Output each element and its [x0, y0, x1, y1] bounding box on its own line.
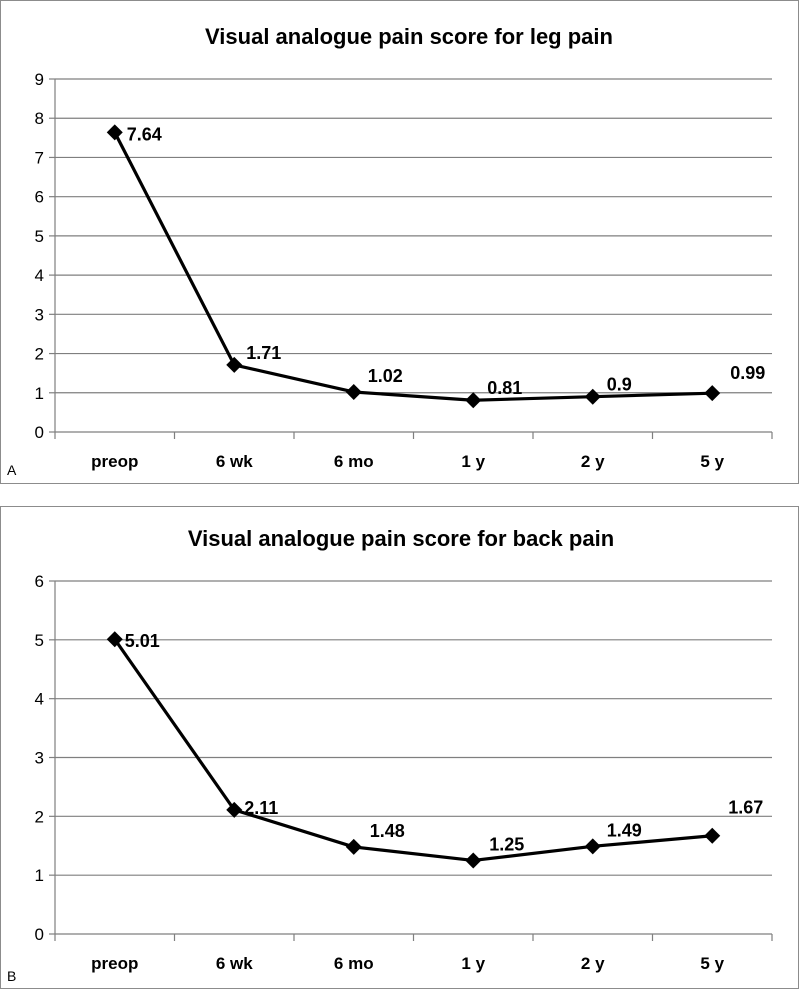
chart-a-series-line: [113, 131, 713, 402]
chart-b-data-point: [226, 801, 243, 818]
chart-panel-a: Visual analogue pain score for leg pain …: [0, 0, 799, 484]
chart-b-x-category-label: 5 y: [700, 954, 724, 973]
chart-b-y-ticks: 0 1 2 3 4 5 6: [35, 572, 44, 944]
chart-a-x-category-label: 5 y: [700, 452, 724, 471]
chart-b-x-category-label: preop: [91, 954, 138, 973]
chart-b-x-category-label: 2 y: [581, 954, 605, 973]
chart-a-title: Visual analogue pain score for leg pain: [205, 24, 613, 49]
chart-a-y-tick-label: 0: [35, 423, 44, 442]
chart-a-data-label: 7.64: [127, 124, 162, 144]
chart-a-data-point: [345, 383, 362, 400]
chart-a-axes: [49, 78, 773, 439]
chart-a-y-tick-label: 4: [35, 266, 44, 285]
chart-b-data-labels: 5.01 2.11 1.48 1.25 1.49 1.67: [125, 631, 764, 854]
chart-a-data-label: 1.71: [246, 343, 281, 363]
chart-a-y-tick-label: 3: [35, 305, 44, 324]
chart-a-data-point: [106, 124, 123, 141]
chart-a-y-tick-label: 2: [35, 345, 44, 364]
chart-a-y-tick-label: 7: [35, 148, 44, 167]
chart-a-data-point: [226, 356, 243, 373]
chart-b-title: Visual analogue pain score for back pain: [188, 526, 614, 551]
chart-b-svg: Visual analogue pain score for back pain…: [7, 526, 773, 984]
chart-a-x-category-label: preop: [91, 452, 138, 471]
chart-b-y-tick-label: 6: [35, 572, 44, 591]
chart-b-data-label: 2.11: [244, 798, 278, 818]
chart-a-y-tick-label: 8: [35, 109, 44, 128]
chart-a-data-label: 0.99: [730, 363, 765, 383]
chart-b-data-point: [345, 838, 362, 855]
chart-a-panel-label: A: [7, 462, 17, 478]
chart-b-data-label: 1.49: [607, 820, 642, 840]
chart-a-data-point: [465, 392, 482, 409]
chart-b-data-point: [704, 827, 721, 844]
chart-b-axes: [49, 580, 773, 941]
chart-b-x-category-label: 6 mo: [334, 954, 374, 973]
chart-b-series: [106, 631, 721, 869]
chart-a-data-label: 0.81: [487, 378, 522, 398]
chart-a-x-category-label: 6 mo: [334, 452, 374, 471]
chart-b-x-category-label: 1 y: [461, 954, 485, 973]
chart-a-data-label: 1.02: [368, 366, 403, 386]
chart-b-x-categories: preop 6 wk 6 mo 1 y 2 y 5 y: [91, 954, 724, 973]
chart-b-y-tick-label: 2: [35, 807, 44, 826]
chart-a-y-tick-label: 5: [35, 227, 44, 246]
chart-b-data-label: 1.48: [370, 821, 405, 841]
chart-a-x-categories: preop 6 wk 6 mo 1 y 2 y 5 y: [91, 452, 724, 471]
chart-a-gridlines: [55, 78, 772, 394]
chart-b-data-label: 1.67: [728, 798, 763, 818]
chart-b-data-point: [106, 631, 123, 648]
chart-b-y-tick-label: 4: [35, 690, 44, 709]
chart-b-panel-label: B: [7, 968, 16, 984]
chart-a-x-category-label: 6 wk: [216, 452, 253, 471]
chart-b-data-point: [584, 838, 601, 855]
chart-a-data-point: [704, 385, 721, 402]
chart-a-y-ticks: 0 1 2 3 4 5 6 7 8 9: [35, 70, 44, 442]
chart-b-data-label: 5.01: [125, 631, 160, 651]
chart-b-data-label: 1.25: [489, 834, 524, 854]
chart-a-data-label: 0.9: [607, 375, 632, 395]
chart-b-x-category-label: 6 wk: [216, 954, 253, 973]
chart-a-y-tick-label: 1: [35, 384, 44, 403]
chart-a-data-point: [584, 388, 601, 405]
chart-b-y-tick-label: 0: [35, 925, 44, 944]
chart-a-series: [106, 124, 721, 409]
chart-b-y-tick-label: 1: [35, 866, 44, 885]
chart-b-gridlines: [55, 580, 772, 876]
chart-a-y-tick-label: 6: [35, 188, 44, 207]
chart-a-x-category-label: 2 y: [581, 452, 605, 471]
chart-panel-b: Visual analogue pain score for back pain…: [0, 506, 799, 989]
chart-a-x-category-label: 1 y: [461, 452, 485, 471]
chart-b-y-tick-label: 3: [35, 749, 44, 768]
chart-b-data-point: [465, 852, 482, 869]
chart-a-data-labels: 7.64 1.71 1.02 0.81 0.9 0.99: [127, 124, 766, 398]
chart-b-series-line: [113, 638, 713, 863]
chart-b-y-tick-label: 5: [35, 631, 44, 650]
chart-a-svg: Visual analogue pain score for leg pain …: [7, 24, 773, 478]
chart-a-y-tick-label: 9: [35, 70, 44, 89]
